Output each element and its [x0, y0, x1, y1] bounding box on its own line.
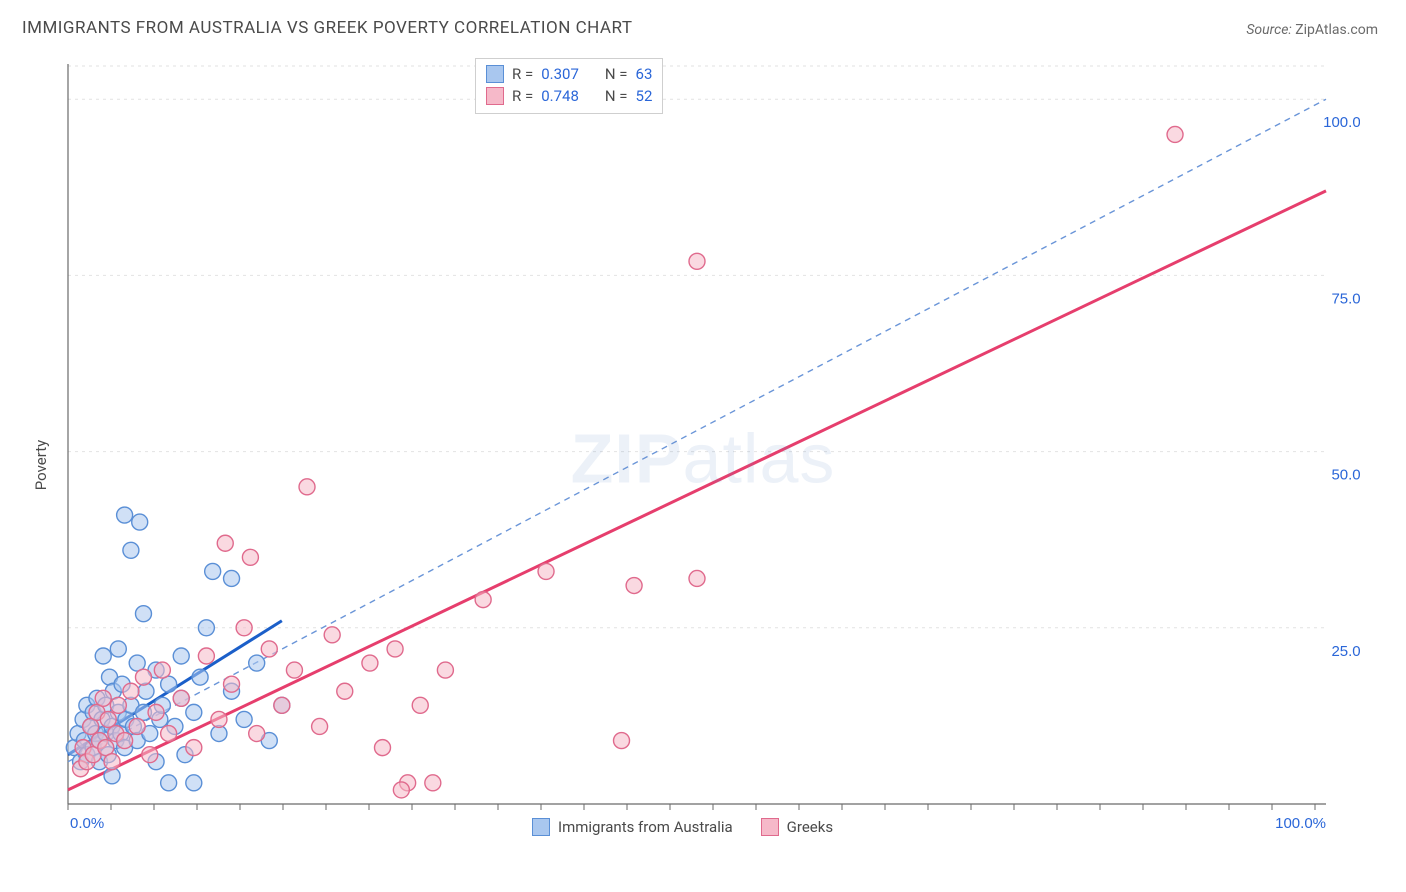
r-label: R =: [512, 63, 533, 85]
legend-swatch: [532, 818, 550, 836]
chart-title: IMMIGRANTS FROM AUSTRALIA VS GREEK POVER…: [22, 18, 632, 38]
r-value: 0.307: [541, 63, 579, 85]
n-value: 52: [636, 85, 653, 107]
n-label: N =: [605, 63, 628, 85]
n-label: N =: [605, 85, 628, 107]
legend-item: Greeks: [761, 818, 833, 836]
n-value: 63: [636, 63, 653, 85]
chart-container: Poverty ZIPatlas 25.0%50.0%75.0%100.0%0.…: [20, 50, 1386, 880]
legend-swatch: [761, 818, 779, 836]
source-attribution: Source: ZipAtlas.com: [1246, 22, 1378, 38]
legend-label: Greeks: [787, 818, 833, 836]
correlation-stats-box: R = 0.307 N = 63 R = 0.748 N = 52: [475, 58, 663, 114]
legend-label: Immigrants from Australia: [558, 818, 733, 836]
svg-text:25.0%: 25.0%: [1331, 643, 1360, 660]
legend-swatch: [486, 87, 504, 105]
svg-text:100.0%: 100.0%: [1275, 815, 1326, 832]
stats-row: R = 0.748 N = 52: [486, 85, 652, 107]
y-axis-label: Poverty: [32, 440, 50, 490]
legend-item: Immigrants from Australia: [532, 818, 733, 836]
svg-text:50.0%: 50.0%: [1331, 467, 1360, 484]
legend-swatch: [486, 65, 504, 83]
r-value: 0.748: [541, 85, 579, 107]
svg-text:0.0%: 0.0%: [70, 815, 104, 832]
source-label: Source:: [1246, 22, 1291, 38]
source-name: ZipAtlas.com: [1295, 22, 1378, 38]
stats-row: R = 0.307 N = 63: [486, 63, 652, 85]
svg-text:75.0%: 75.0%: [1331, 290, 1360, 307]
r-label: R =: [512, 85, 533, 107]
series-legend: Immigrants from Australia Greeks: [532, 818, 833, 836]
svg-text:100.0%: 100.0%: [1323, 114, 1360, 131]
scatter-chart: 25.0% 50.0% 75.0% 100.0% 0.0% 100.0%: [20, 50, 1360, 840]
